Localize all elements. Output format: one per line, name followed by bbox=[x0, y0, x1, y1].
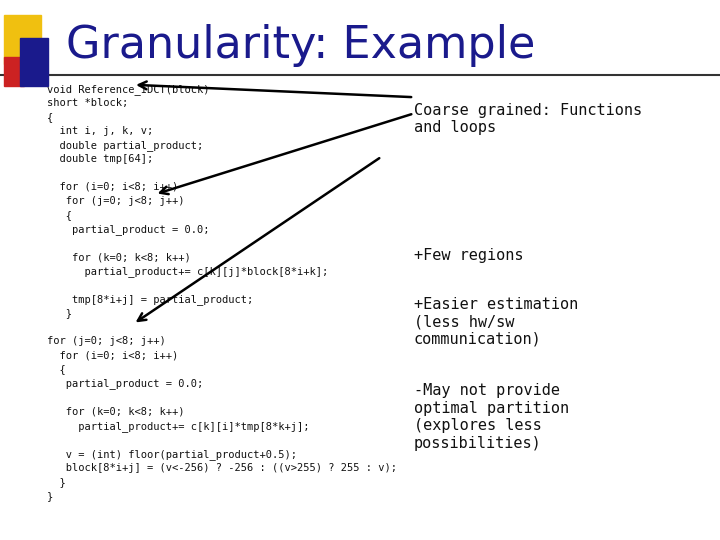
Text: }: } bbox=[47, 477, 66, 487]
Text: double tmp[64];: double tmp[64]; bbox=[47, 154, 153, 164]
Bar bbox=[20, 38, 48, 86]
Text: {: { bbox=[47, 364, 66, 375]
Text: partial_product+= c[k][j]*block[8*i+k];: partial_product+= c[k][j]*block[8*i+k]; bbox=[47, 266, 328, 277]
Text: -May not provide
optimal partition
(explores less
possibilities): -May not provide optimal partition (expl… bbox=[414, 383, 569, 450]
Text: double partial_product;: double partial_product; bbox=[47, 140, 203, 151]
Bar bbox=[4, 15, 41, 64]
Text: +Easier estimation
(less hw/sw
communication): +Easier estimation (less hw/sw communica… bbox=[414, 297, 578, 347]
Text: for (k=0; k<8; k++): for (k=0; k<8; k++) bbox=[47, 252, 191, 262]
Text: Coarse grained: Functions
and loops: Coarse grained: Functions and loops bbox=[414, 103, 642, 135]
Text: for (j=0; j<8; j++): for (j=0; j<8; j++) bbox=[47, 196, 184, 206]
Text: +Few regions: +Few regions bbox=[414, 248, 523, 264]
Text: for (i=0; i<8; i++): for (i=0; i<8; i++) bbox=[47, 350, 178, 361]
Text: tmp[8*i+j] = partial_product;: tmp[8*i+j] = partial_product; bbox=[47, 294, 253, 305]
Text: void Reference_IDCT(block): void Reference_IDCT(block) bbox=[47, 84, 210, 94]
Text: {: { bbox=[47, 210, 72, 220]
Text: short *block;: short *block; bbox=[47, 98, 128, 108]
Text: v = (int) floor(partial_product+0.5);: v = (int) floor(partial_product+0.5); bbox=[47, 449, 297, 460]
Text: for (i=0; i<8; i++): for (i=0; i<8; i++) bbox=[47, 182, 178, 192]
Text: for (k=0; k<8; k++): for (k=0; k<8; k++) bbox=[47, 407, 184, 417]
Text: }: } bbox=[47, 308, 72, 319]
Text: partial_product+= c[k][i]*tmp[8*k+j];: partial_product+= c[k][i]*tmp[8*k+j]; bbox=[47, 421, 310, 431]
Bar bbox=[4, 57, 24, 86]
Text: partial_product = 0.0;: partial_product = 0.0; bbox=[47, 379, 203, 389]
Text: for (j=0; j<8; j++): for (j=0; j<8; j++) bbox=[47, 336, 166, 347]
Text: int i, j, k, v;: int i, j, k, v; bbox=[47, 126, 153, 136]
Text: {: { bbox=[47, 112, 53, 122]
Text: partial_product = 0.0;: partial_product = 0.0; bbox=[47, 224, 210, 235]
Text: }: } bbox=[47, 491, 53, 501]
Text: block[8*i+j] = (v<-256) ? -256 : ((v>255) ? 255 : v);: block[8*i+j] = (v<-256) ? -256 : ((v>255… bbox=[47, 463, 397, 473]
Text: Granularity: Example: Granularity: Example bbox=[66, 24, 536, 68]
